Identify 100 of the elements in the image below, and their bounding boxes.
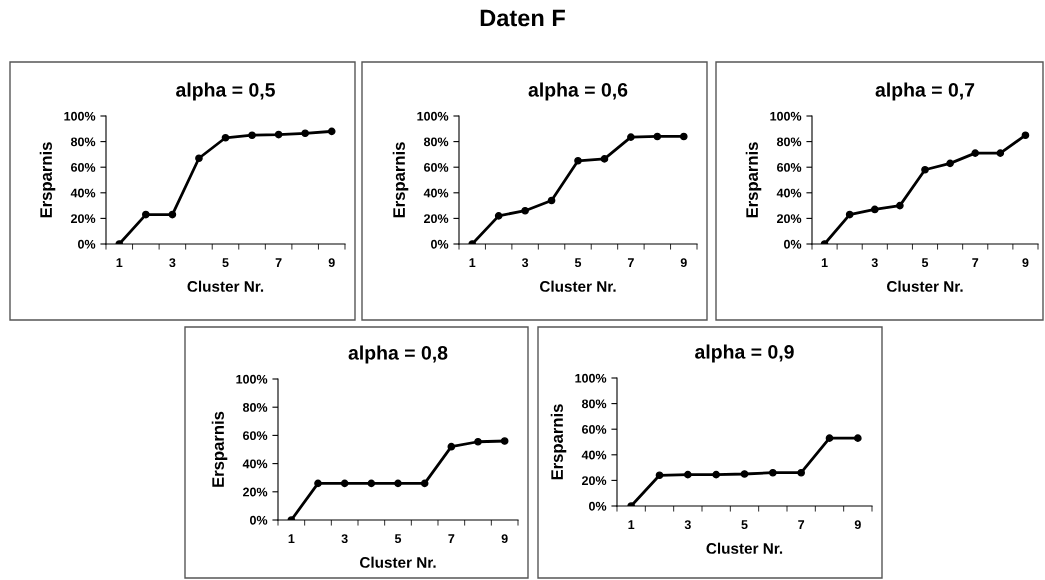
point xyxy=(195,154,203,163)
x-tick-label: 5 xyxy=(574,258,582,268)
x-tick-label: 5 xyxy=(222,258,229,268)
point xyxy=(627,133,635,141)
y-tick-label: 40% xyxy=(242,459,268,469)
x-tick-label: 1 xyxy=(288,534,295,543)
point xyxy=(971,149,980,157)
x-tick-label: 7 xyxy=(972,258,979,267)
point xyxy=(653,132,662,141)
point xyxy=(494,212,503,220)
x-tick-label: 5 xyxy=(741,520,748,530)
x-tick-label: 1 xyxy=(469,258,476,267)
point xyxy=(679,132,688,141)
y-axis-title: Ersparnis xyxy=(550,404,567,480)
x-tick-label: 5 xyxy=(394,534,402,544)
x-tick-label: 7 xyxy=(448,534,455,543)
x-tick-label: 3 xyxy=(684,520,691,530)
x-axis-title: Cluster Nr. xyxy=(887,280,963,292)
x-tick-label: 7 xyxy=(627,258,634,267)
y-tick-label: 40% xyxy=(70,188,96,198)
y-axis-title: Ersparnis xyxy=(745,142,762,218)
chart-title: alpha = 0,5 xyxy=(176,82,275,101)
point xyxy=(921,165,929,174)
x-axis-title: Cluster Nr. xyxy=(360,556,436,568)
x-axis-title: Cluster Nr. xyxy=(706,542,783,554)
point xyxy=(394,479,402,488)
y-tick-label: 100% xyxy=(64,111,96,121)
y-tick-label: 0% xyxy=(250,515,268,525)
point xyxy=(600,155,609,163)
x-tick-label: 9 xyxy=(680,258,687,268)
x-tick-label: 3 xyxy=(521,258,529,268)
y-tick-label: 80% xyxy=(423,137,449,147)
y-tick-label: 20% xyxy=(777,214,802,224)
x-tick-label: 3 xyxy=(871,258,878,268)
y-tick-label: 0% xyxy=(431,239,449,249)
point xyxy=(248,131,256,140)
y-tick-label: 80% xyxy=(581,399,607,409)
point xyxy=(142,210,150,219)
y-tick-label: 20% xyxy=(71,214,96,224)
point xyxy=(340,479,349,488)
y-tick-label: 60% xyxy=(777,163,802,172)
y-tick-label: 80% xyxy=(242,403,268,412)
point xyxy=(996,149,1005,157)
x-tick-label: 7 xyxy=(275,258,282,267)
point xyxy=(740,470,749,478)
x-tick-label: 3 xyxy=(341,534,348,544)
point xyxy=(420,479,429,488)
point xyxy=(274,130,283,139)
y-tick-label: 80% xyxy=(776,137,802,147)
x-tick-label: 9 xyxy=(501,534,508,544)
point xyxy=(367,479,376,488)
point xyxy=(946,159,954,168)
y-tick-label: 60% xyxy=(424,163,449,172)
y-tick-label: 100% xyxy=(417,111,449,121)
point xyxy=(825,434,834,442)
point xyxy=(712,470,720,479)
point xyxy=(896,201,904,210)
y-tick-label: 20% xyxy=(582,476,607,486)
chart-title: alpha = 0,7 xyxy=(875,82,975,101)
point xyxy=(327,127,336,136)
chart-title: alpha = 0,9 xyxy=(695,344,794,363)
point xyxy=(168,210,177,219)
y-tick-label: 0% xyxy=(78,239,96,249)
x-tick-label: 1 xyxy=(116,258,123,267)
point xyxy=(870,205,879,214)
point xyxy=(221,133,230,142)
y-tick-label: 20% xyxy=(243,487,268,497)
x-tick-label: 1 xyxy=(821,258,828,267)
x-tick-label: 7 xyxy=(798,520,805,529)
point xyxy=(769,468,777,477)
point xyxy=(1021,131,1030,140)
y-tick-label: 40% xyxy=(581,450,607,460)
chart-title: alpha = 0,6 xyxy=(528,82,628,101)
x-tick-label: 3 xyxy=(169,258,176,268)
point xyxy=(447,442,456,451)
y-tick-label: 100% xyxy=(575,373,607,383)
y-tick-label: 60% xyxy=(582,425,607,434)
x-tick-label: 5 xyxy=(921,258,929,268)
y-tick-label: 80% xyxy=(70,137,96,147)
x-tick-label: 9 xyxy=(1022,258,1029,268)
y-tick-label: 0% xyxy=(784,239,802,249)
point xyxy=(684,470,692,479)
point xyxy=(301,129,309,138)
y-axis-title: Ersparnis xyxy=(39,142,56,218)
point xyxy=(655,471,664,480)
y-axis-title: Ersparnis xyxy=(211,411,228,487)
x-axis-title: Cluster Nr. xyxy=(187,280,264,292)
x-tick-label: 9 xyxy=(328,258,335,268)
y-tick-label: 60% xyxy=(71,163,96,172)
y-tick-label: 40% xyxy=(423,188,449,198)
y-tick-label: 20% xyxy=(424,214,449,224)
x-tick-label: 1 xyxy=(628,520,635,529)
y-axis-title: Ersparnis xyxy=(392,142,409,218)
point xyxy=(314,479,322,488)
y-tick-label: 100% xyxy=(236,374,268,384)
x-tick-label: 9 xyxy=(854,520,861,530)
point xyxy=(500,437,509,445)
y-tick-label: 100% xyxy=(770,111,802,121)
point xyxy=(521,206,529,215)
x-axis-title: Cluster Nr. xyxy=(540,280,616,292)
